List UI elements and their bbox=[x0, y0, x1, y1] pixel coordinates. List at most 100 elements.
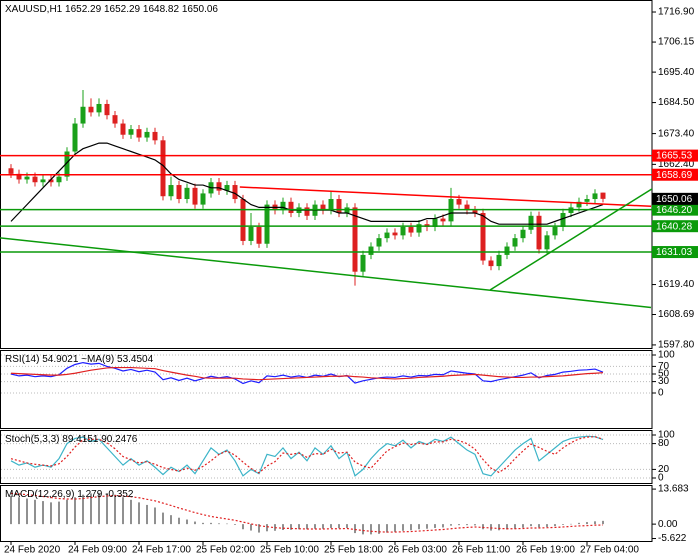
indicator-label: Stoch(5,3,3) bbox=[5, 434, 59, 445]
candle-body bbox=[504, 246, 510, 255]
histogram-bar bbox=[170, 515, 172, 525]
histogram-bar bbox=[210, 522, 212, 525]
histogram-bar bbox=[138, 502, 140, 525]
candle-body bbox=[24, 176, 30, 180]
y-tick-label: 1597.80 bbox=[658, 340, 695, 351]
trend-line bbox=[239, 186, 652, 208]
candle-body bbox=[400, 226, 406, 236]
candle-body bbox=[112, 115, 118, 124]
histogram-bar bbox=[306, 524, 308, 530]
candle-body bbox=[248, 226, 254, 241]
candle-body bbox=[128, 129, 134, 135]
candle-body bbox=[544, 235, 550, 250]
candle-body bbox=[152, 131, 158, 141]
ohlc-value: 1650.06 bbox=[182, 4, 219, 15]
series-line bbox=[10, 436, 604, 474]
candle-body bbox=[96, 103, 102, 113]
x-tick-label: 26 Feb 11:00 bbox=[452, 545, 511, 556]
candle-body bbox=[304, 207, 310, 216]
indicator-label: XAUUSD,H1 bbox=[5, 4, 63, 15]
candle-body bbox=[32, 176, 38, 183]
level-label: 1640.28 bbox=[656, 221, 693, 232]
x-tick-label: 26 Feb 19:00 bbox=[516, 545, 575, 556]
candle-body bbox=[184, 187, 190, 200]
y-tick-label: 100 bbox=[658, 430, 675, 441]
y-tick-label: 1684.50 bbox=[658, 97, 695, 108]
panel-frame bbox=[0, 350, 653, 429]
x-tick-label: 24 Feb 2020 bbox=[4, 545, 61, 556]
candle-body bbox=[240, 199, 246, 241]
histogram-bar bbox=[402, 524, 404, 531]
histogram-bar bbox=[186, 519, 188, 525]
histogram-bar bbox=[234, 524, 236, 525]
histogram-bar bbox=[546, 524, 548, 527]
plot-area bbox=[10, 361, 604, 385]
level-label: 1646.20 bbox=[656, 205, 693, 216]
histogram-bar bbox=[338, 524, 340, 529]
panel-title: RSI(14) 54.9021 ~MA(9) 53.4504 bbox=[5, 354, 154, 365]
histogram-bar bbox=[474, 524, 476, 526]
ohlc-value: 1652.29 bbox=[104, 4, 141, 15]
candle-body bbox=[280, 201, 286, 211]
level-label: 1631.03 bbox=[656, 247, 693, 258]
plot-area bbox=[10, 492, 604, 535]
x-tick-label: 24 Feb 17:00 bbox=[132, 545, 191, 556]
panel-title: Stoch(5,3,3) 89.4151 90.2476 bbox=[5, 434, 138, 445]
histogram-bar bbox=[58, 501, 60, 525]
histogram-bar bbox=[498, 524, 500, 531]
histogram-bar bbox=[242, 524, 244, 530]
candle-body bbox=[104, 103, 110, 116]
ohlc-value: 1648.82 bbox=[143, 4, 180, 15]
y-tick-label: 1673.40 bbox=[658, 128, 695, 139]
histogram-bar bbox=[522, 524, 524, 528]
series-last-value: 54.9021 bbox=[42, 354, 79, 365]
indicator-label: MACD(12,26,9) bbox=[5, 489, 74, 500]
histogram-bar bbox=[42, 501, 44, 525]
histogram-bar bbox=[282, 524, 284, 531]
candle-body bbox=[64, 151, 70, 177]
candle-body bbox=[464, 204, 470, 211]
candle-body bbox=[88, 106, 94, 113]
histogram-bar bbox=[250, 524, 252, 531]
y-tick-label: 80 bbox=[658, 438, 670, 449]
histogram-bar bbox=[466, 524, 468, 526]
panel-frame bbox=[0, 430, 653, 484]
histogram-bar bbox=[314, 524, 316, 529]
histogram-bar bbox=[370, 524, 372, 535]
candle-body bbox=[40, 179, 46, 183]
candle-body bbox=[472, 210, 478, 213]
candle-body bbox=[48, 179, 54, 183]
candle-body bbox=[512, 238, 518, 247]
plot-area bbox=[10, 435, 604, 477]
candle-body bbox=[480, 212, 486, 261]
histogram-bar bbox=[226, 523, 228, 525]
candle-body bbox=[8, 168, 14, 174]
histogram-bar bbox=[26, 498, 28, 525]
level-label-box bbox=[652, 149, 698, 162]
candle-body bbox=[408, 226, 414, 233]
histogram-bar bbox=[18, 497, 20, 525]
trend-line bbox=[489, 187, 652, 291]
candle-body bbox=[264, 204, 270, 244]
candle-body bbox=[584, 199, 590, 202]
histogram-bar bbox=[122, 497, 124, 525]
panel-title: MACD(12,26,9) 1.279 -0.352 bbox=[5, 489, 134, 500]
histogram-bar bbox=[362, 524, 364, 535]
y-tick-label: 1608.69 bbox=[658, 309, 695, 320]
histogram-bar bbox=[514, 524, 516, 529]
histogram-bar bbox=[378, 524, 380, 534]
level-label: 1665.53 bbox=[656, 151, 693, 162]
candle-body bbox=[160, 140, 166, 197]
candle-body bbox=[192, 187, 198, 205]
histogram-bar bbox=[10, 495, 12, 525]
candle-body bbox=[536, 215, 542, 250]
histogram-bar bbox=[202, 522, 204, 525]
level-label-box bbox=[652, 246, 698, 259]
x-tick-label: 26 Feb 03:00 bbox=[388, 545, 447, 556]
histogram-bar bbox=[482, 524, 484, 530]
x-tick-label: 25 Feb 10:00 bbox=[260, 545, 319, 556]
histogram-bar bbox=[218, 523, 220, 525]
candle-body bbox=[176, 185, 182, 200]
histogram-bar bbox=[266, 524, 268, 532]
candle-body bbox=[328, 199, 334, 211]
